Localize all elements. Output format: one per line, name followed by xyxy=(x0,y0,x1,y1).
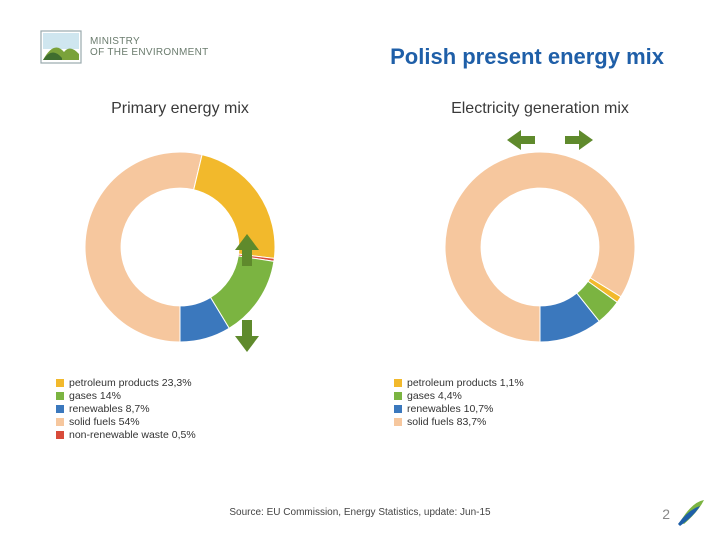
legend-swatch xyxy=(56,418,64,426)
donut-svg xyxy=(55,122,305,372)
charts-row: Primary energy mix petroleum products 23… xyxy=(0,100,720,442)
legend-item: solid fuels 54% xyxy=(56,416,196,428)
legend-swatch xyxy=(56,392,64,400)
legend-label: petroleum products 1,1% xyxy=(407,377,524,389)
logo-line1: MINISTRY xyxy=(90,36,209,48)
legend-left: petroleum products 23,3%gases 14%renewab… xyxy=(0,376,196,442)
legend-swatch xyxy=(394,379,402,387)
ministry-logo-icon xyxy=(40,30,82,64)
legend-swatch xyxy=(394,405,402,413)
legend-right: petroleum products 1,1%gases 4,4%renewab… xyxy=(360,376,524,429)
legend-label: solid fuels 83,7% xyxy=(407,416,486,428)
page-number: 2 xyxy=(662,506,670,522)
slide: { "logo": { "line1": "MINISTRY", "line2"… xyxy=(0,0,720,540)
legend-label: solid fuels 54% xyxy=(69,416,140,428)
legend-label: gases 14% xyxy=(69,390,121,402)
legend-label: non-renewable waste 0,5% xyxy=(69,429,196,441)
legend-swatch xyxy=(56,379,64,387)
source-text: Source: EU Commission, Energy Statistics… xyxy=(0,507,720,518)
ministry-logo-text: MINISTRY OF THE ENVIRONMENT xyxy=(90,36,209,59)
legend-swatch xyxy=(56,405,64,413)
chart-electricity-generation: Electricity generation mix petroleum pro… xyxy=(360,100,720,442)
chart-primary-energy: Primary energy mix petroleum products 23… xyxy=(0,100,360,442)
slide-title: Polish present energy mix xyxy=(390,44,664,70)
chart-title-left: Primary energy mix xyxy=(111,100,249,118)
legend-item: renewables 10,7% xyxy=(394,403,524,415)
legend-label: renewables 8,7% xyxy=(69,403,150,415)
legend-label: gases 4,4% xyxy=(407,390,462,402)
trend-arrow-icon xyxy=(235,320,259,352)
legend-swatch xyxy=(394,418,402,426)
legend-label: petroleum products 23,3% xyxy=(69,377,192,389)
legend-item: petroleum products 23,3% xyxy=(56,377,196,389)
legend-label: renewables 10,7% xyxy=(407,403,493,415)
corner-swoosh-icon xyxy=(676,496,706,526)
legend-item: renewables 8,7% xyxy=(56,403,196,415)
donut-slice xyxy=(194,155,275,259)
donut-svg xyxy=(415,122,665,372)
ministry-logo: MINISTRY OF THE ENVIRONMENT xyxy=(40,30,209,64)
trend-arrow-icon xyxy=(507,130,535,150)
legend-item: gases 14% xyxy=(56,390,196,402)
legend-item: gases 4,4% xyxy=(394,390,524,402)
chart-title-right: Electricity generation mix xyxy=(451,100,629,118)
legend-swatch xyxy=(394,392,402,400)
donut-left xyxy=(55,122,305,372)
trend-arrow-icon xyxy=(565,130,593,150)
legend-item: petroleum products 1,1% xyxy=(394,377,524,389)
logo-line2: OF THE ENVIRONMENT xyxy=(90,47,209,59)
legend-item: non-renewable waste 0,5% xyxy=(56,429,196,441)
legend-item: solid fuels 83,7% xyxy=(394,416,524,428)
legend-swatch xyxy=(56,431,64,439)
donut-right xyxy=(415,122,665,372)
